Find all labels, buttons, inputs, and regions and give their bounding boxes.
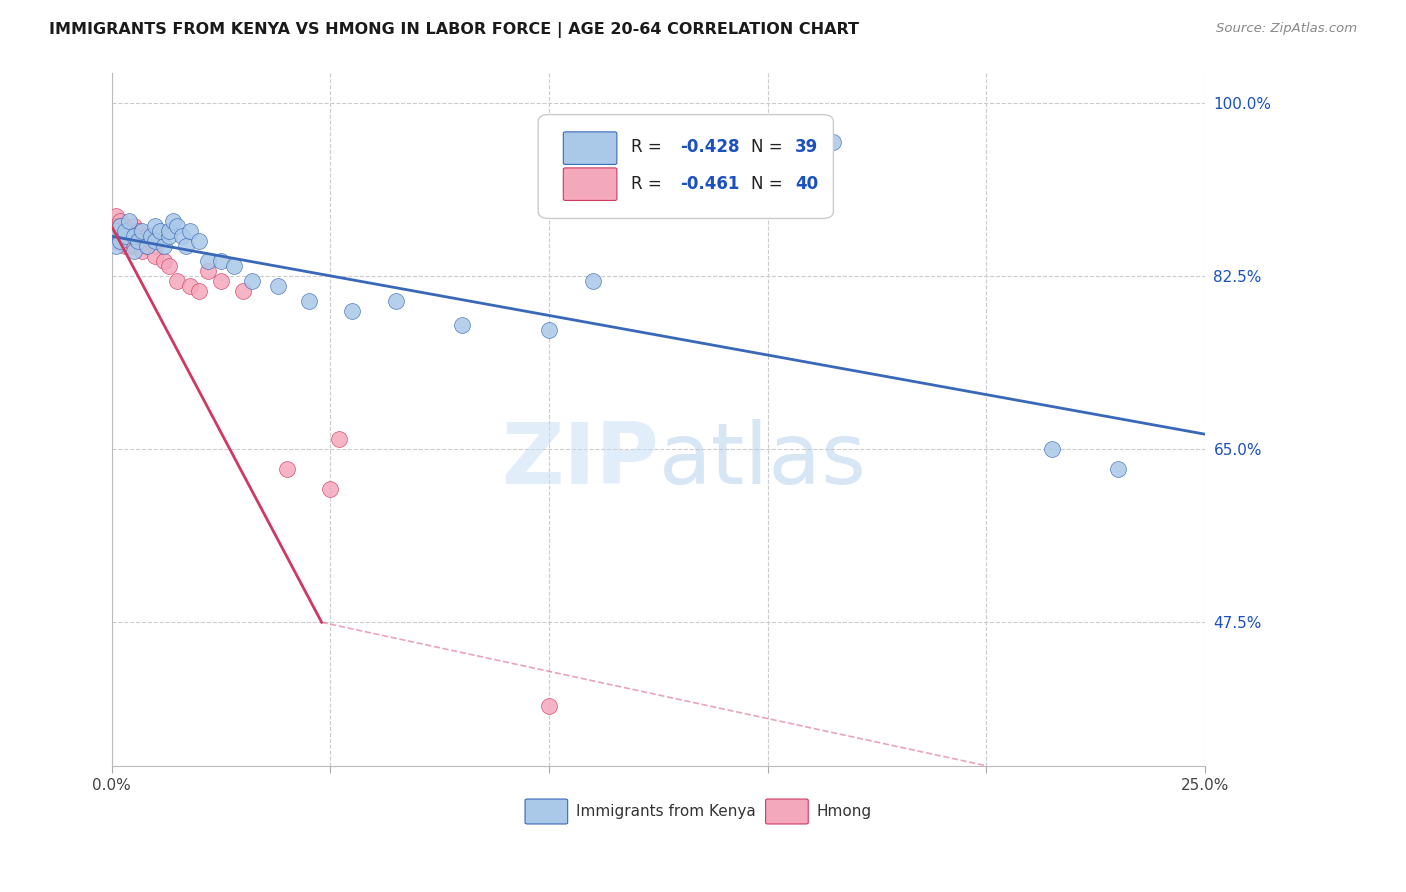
Point xyxy=(118,224,141,238)
Point xyxy=(328,432,350,446)
FancyBboxPatch shape xyxy=(564,168,617,201)
Point xyxy=(131,234,153,248)
Point xyxy=(153,254,176,268)
Text: N =: N = xyxy=(751,138,789,156)
Point xyxy=(1040,442,1063,456)
FancyBboxPatch shape xyxy=(524,799,568,824)
Point xyxy=(276,462,298,476)
Point xyxy=(105,224,128,238)
Point xyxy=(118,239,141,253)
Point xyxy=(135,239,157,253)
Point xyxy=(297,293,319,308)
Point xyxy=(110,234,132,248)
Point xyxy=(197,264,219,278)
Point xyxy=(823,135,845,149)
FancyBboxPatch shape xyxy=(538,114,834,219)
Point xyxy=(122,219,145,234)
Point xyxy=(114,229,136,244)
Point xyxy=(179,224,201,238)
Point xyxy=(342,303,364,318)
Point xyxy=(131,224,153,238)
Point xyxy=(110,234,132,248)
Point xyxy=(105,219,128,234)
Text: 39: 39 xyxy=(796,138,818,156)
Point xyxy=(232,284,254,298)
Point xyxy=(114,239,136,253)
Point xyxy=(240,274,263,288)
Point xyxy=(122,239,145,253)
Point xyxy=(122,229,145,244)
Point xyxy=(127,234,149,248)
Point xyxy=(145,234,167,248)
Point xyxy=(110,224,132,238)
Point xyxy=(179,278,201,293)
Point xyxy=(114,224,136,238)
Point xyxy=(582,274,605,288)
Point xyxy=(105,239,128,253)
Point xyxy=(153,239,176,253)
Point xyxy=(209,274,232,288)
Point xyxy=(105,210,128,224)
Text: IMMIGRANTS FROM KENYA VS HMONG IN LABOR FORCE | AGE 20-64 CORRELATION CHART: IMMIGRANTS FROM KENYA VS HMONG IN LABOR … xyxy=(49,22,859,38)
Point xyxy=(139,234,162,248)
Point xyxy=(267,278,290,293)
Point xyxy=(188,234,211,248)
Point xyxy=(139,229,162,244)
Text: R =: R = xyxy=(631,175,666,193)
Point xyxy=(450,318,472,333)
Point xyxy=(188,284,211,298)
FancyBboxPatch shape xyxy=(766,799,808,824)
Point xyxy=(170,229,193,244)
Point xyxy=(127,224,149,238)
Text: 40: 40 xyxy=(796,175,818,193)
Point xyxy=(145,249,167,263)
Point xyxy=(157,229,180,244)
Point xyxy=(105,229,128,244)
Text: Immigrants from Kenya: Immigrants from Kenya xyxy=(576,804,756,819)
Text: atlas: atlas xyxy=(658,419,866,502)
Point xyxy=(197,254,219,268)
Point xyxy=(105,224,128,238)
Point xyxy=(209,254,232,268)
Point xyxy=(122,244,145,259)
Point xyxy=(166,274,188,288)
Point xyxy=(385,293,408,308)
Point xyxy=(122,229,145,244)
Point xyxy=(157,259,180,273)
Point xyxy=(114,229,136,244)
Point xyxy=(149,224,172,238)
Point xyxy=(319,482,342,496)
Point xyxy=(127,234,149,248)
Point xyxy=(135,229,157,244)
Point xyxy=(166,219,188,234)
Point xyxy=(118,234,141,248)
Text: R =: R = xyxy=(631,138,666,156)
Point xyxy=(131,244,153,259)
Point xyxy=(538,699,561,714)
Text: N =: N = xyxy=(751,175,789,193)
Point xyxy=(145,239,167,253)
Point xyxy=(110,219,132,234)
FancyBboxPatch shape xyxy=(564,132,617,164)
Point xyxy=(538,323,561,337)
Point xyxy=(118,214,141,228)
Point xyxy=(110,219,132,234)
Text: -0.428: -0.428 xyxy=(681,138,740,156)
Point xyxy=(105,234,128,248)
Point xyxy=(135,239,157,253)
Point xyxy=(157,224,180,238)
Point xyxy=(162,214,184,228)
Point xyxy=(1107,462,1129,476)
Point xyxy=(174,239,197,253)
Point xyxy=(110,214,132,228)
Point xyxy=(224,259,246,273)
Text: ZIP: ZIP xyxy=(501,419,658,502)
Point xyxy=(114,219,136,234)
Text: Hmong: Hmong xyxy=(817,804,872,819)
Text: -0.461: -0.461 xyxy=(681,175,740,193)
Point xyxy=(145,219,167,234)
Text: Source: ZipAtlas.com: Source: ZipAtlas.com xyxy=(1216,22,1357,36)
Point xyxy=(114,224,136,238)
